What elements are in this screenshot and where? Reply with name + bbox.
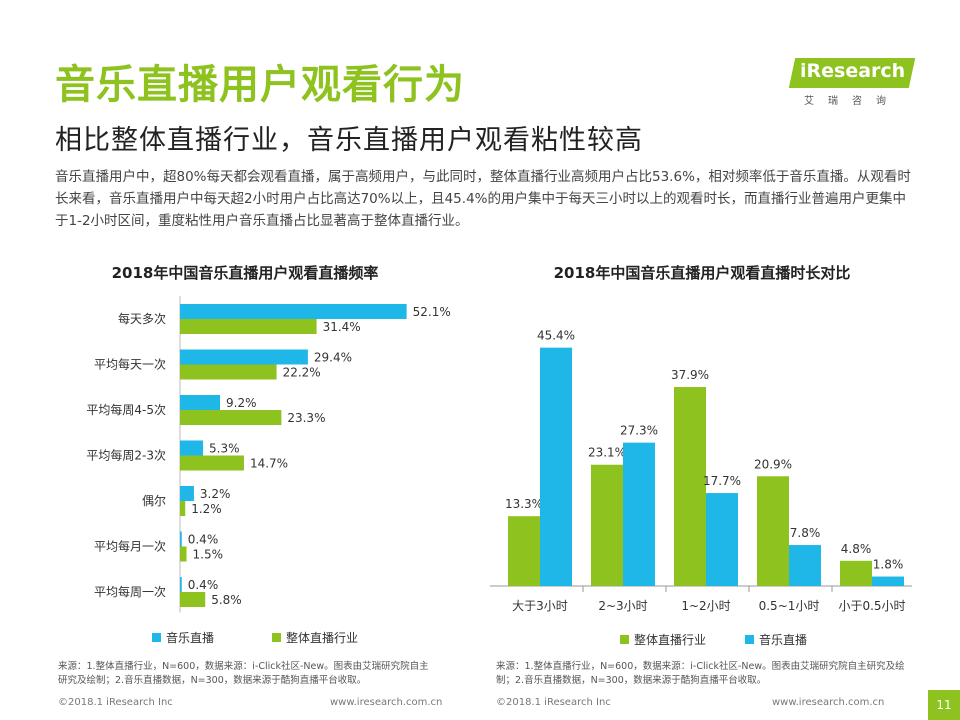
bar: [623, 442, 655, 586]
category-label: 每天多次: [118, 311, 166, 326]
bar: [591, 464, 623, 586]
bar: [757, 476, 789, 586]
category-label: 小于0.5小时: [838, 599, 905, 613]
bar: [180, 501, 186, 516]
data-label: 17.7%: [703, 474, 741, 488]
category-label: 平均每天一次: [94, 357, 166, 372]
data-label: 23.1%: [588, 446, 626, 460]
bar: [180, 349, 308, 365]
bar: [180, 455, 244, 471]
data-label: 27.3%: [620, 424, 658, 438]
bar: [840, 560, 872, 586]
category-label: 平均每周2-3次: [86, 448, 166, 463]
frequency-chart: 2018年中国音乐直播用户观看直播频率 每天多次 52.1% 31.4% 平均每天一次…: [86, 264, 451, 645]
legend-label: 音乐直播: [166, 630, 214, 645]
data-label: 1.2%: [191, 502, 222, 516]
data-label: 5.3%: [209, 442, 240, 456]
data-label: 20.9%: [754, 457, 792, 471]
bar: [508, 516, 540, 586]
page-title: 音乐直播用户观看行为: [55, 62, 465, 108]
duration-chart-title: 2018年中国音乐直播用户观看直播时长对比: [554, 264, 851, 282]
bar: [540, 347, 572, 586]
bar: [180, 395, 221, 410]
category-label: 偶尔: [142, 493, 166, 508]
duration-chart: 2018年中国音乐直播用户观看直播时长对比 13.3% 45.4% 大于3小时 23.…: [490, 264, 912, 647]
data-label: 3.2%: [200, 487, 231, 501]
category-label: 1~2小时: [681, 599, 730, 613]
bar: [180, 486, 194, 501]
source-note-right: 来源：1.整体直播行业，N=600，数据来源：i-Click社区-New。图表由…: [496, 661, 905, 686]
bar: [872, 576, 904, 586]
legend-label: 整体直播行业: [286, 630, 358, 645]
logo-tagline: 艾瑞咨询: [804, 96, 900, 107]
copyright-left: ©2018.1 iResearch Inc: [58, 697, 173, 708]
data-label: 14.7%: [250, 457, 288, 471]
category-label: 平均每周4-5次: [86, 402, 166, 417]
bar: [789, 545, 821, 586]
bar: [706, 493, 738, 586]
legend-swatch: [620, 635, 629, 644]
data-label: 45.4%: [537, 329, 575, 343]
data-label: 9.2%: [226, 396, 257, 410]
data-label: 22.2%: [283, 366, 321, 380]
data-label: 13.3%: [505, 497, 543, 511]
logo-wordmark: iResearch: [800, 60, 906, 82]
bar: [674, 387, 706, 586]
data-label: 1.8%: [873, 558, 904, 572]
bar: [180, 546, 187, 562]
intro-paragraph: 音乐直播用户中，超80%每天都会观看直播，属于高频用户，与此同时，整体直播行业高…: [55, 169, 911, 229]
legend-label: 音乐直播: [759, 632, 807, 647]
copyright-right: ©2018.1 iResearch Inc: [496, 697, 611, 708]
page-subtitle: 相比整体直播行业，音乐直播用户观看粘性较高: [55, 125, 643, 156]
legend-swatch: [745, 635, 754, 644]
data-label: 37.9%: [671, 368, 709, 382]
bar: [180, 592, 206, 607]
legend-swatch: [152, 633, 161, 642]
category-label: 平均每周一次: [94, 584, 166, 599]
data-label: 4.8%: [841, 542, 872, 556]
category-label: 平均每月一次: [94, 539, 166, 554]
frequency-chart-title: 2018年中国音乐直播用户观看直播频率: [112, 264, 379, 282]
legend-swatch: [272, 633, 281, 642]
bar: [180, 319, 317, 334]
page-number: 11: [928, 690, 960, 720]
bar: [180, 410, 282, 425]
iresearch-logo: iResearch 艾瑞咨询: [788, 58, 916, 107]
data-label: 0.4%: [188, 578, 219, 592]
url-right[interactable]: www.iresearch.com.cn: [772, 697, 885, 708]
category-label: 2~3小时: [598, 599, 647, 613]
data-label: 23.3%: [287, 411, 325, 425]
legend-label: 整体直播行业: [634, 632, 706, 647]
bar: [180, 531, 182, 547]
category-label: 0.5~1小时: [759, 599, 820, 613]
data-label: 0.4%: [188, 533, 219, 547]
data-label: 52.1%: [413, 305, 451, 319]
url-left[interactable]: www.iresearch.com.cn: [330, 697, 443, 708]
bar: [180, 440, 204, 456]
bar: [180, 577, 182, 592]
data-label: 31.4%: [323, 320, 361, 334]
data-label: 29.4%: [314, 351, 352, 365]
bar: [180, 304, 407, 319]
data-label: 7.8%: [790, 526, 821, 540]
data-label: 5.8%: [211, 593, 242, 607]
category-label: 大于3小时: [512, 599, 568, 613]
source-note-left: 来源：1.整体直播行业，N=600，数据来源：i-Click社区-New。图表由…: [58, 661, 429, 686]
bar: [180, 364, 277, 380]
data-label: 1.5%: [193, 548, 224, 562]
